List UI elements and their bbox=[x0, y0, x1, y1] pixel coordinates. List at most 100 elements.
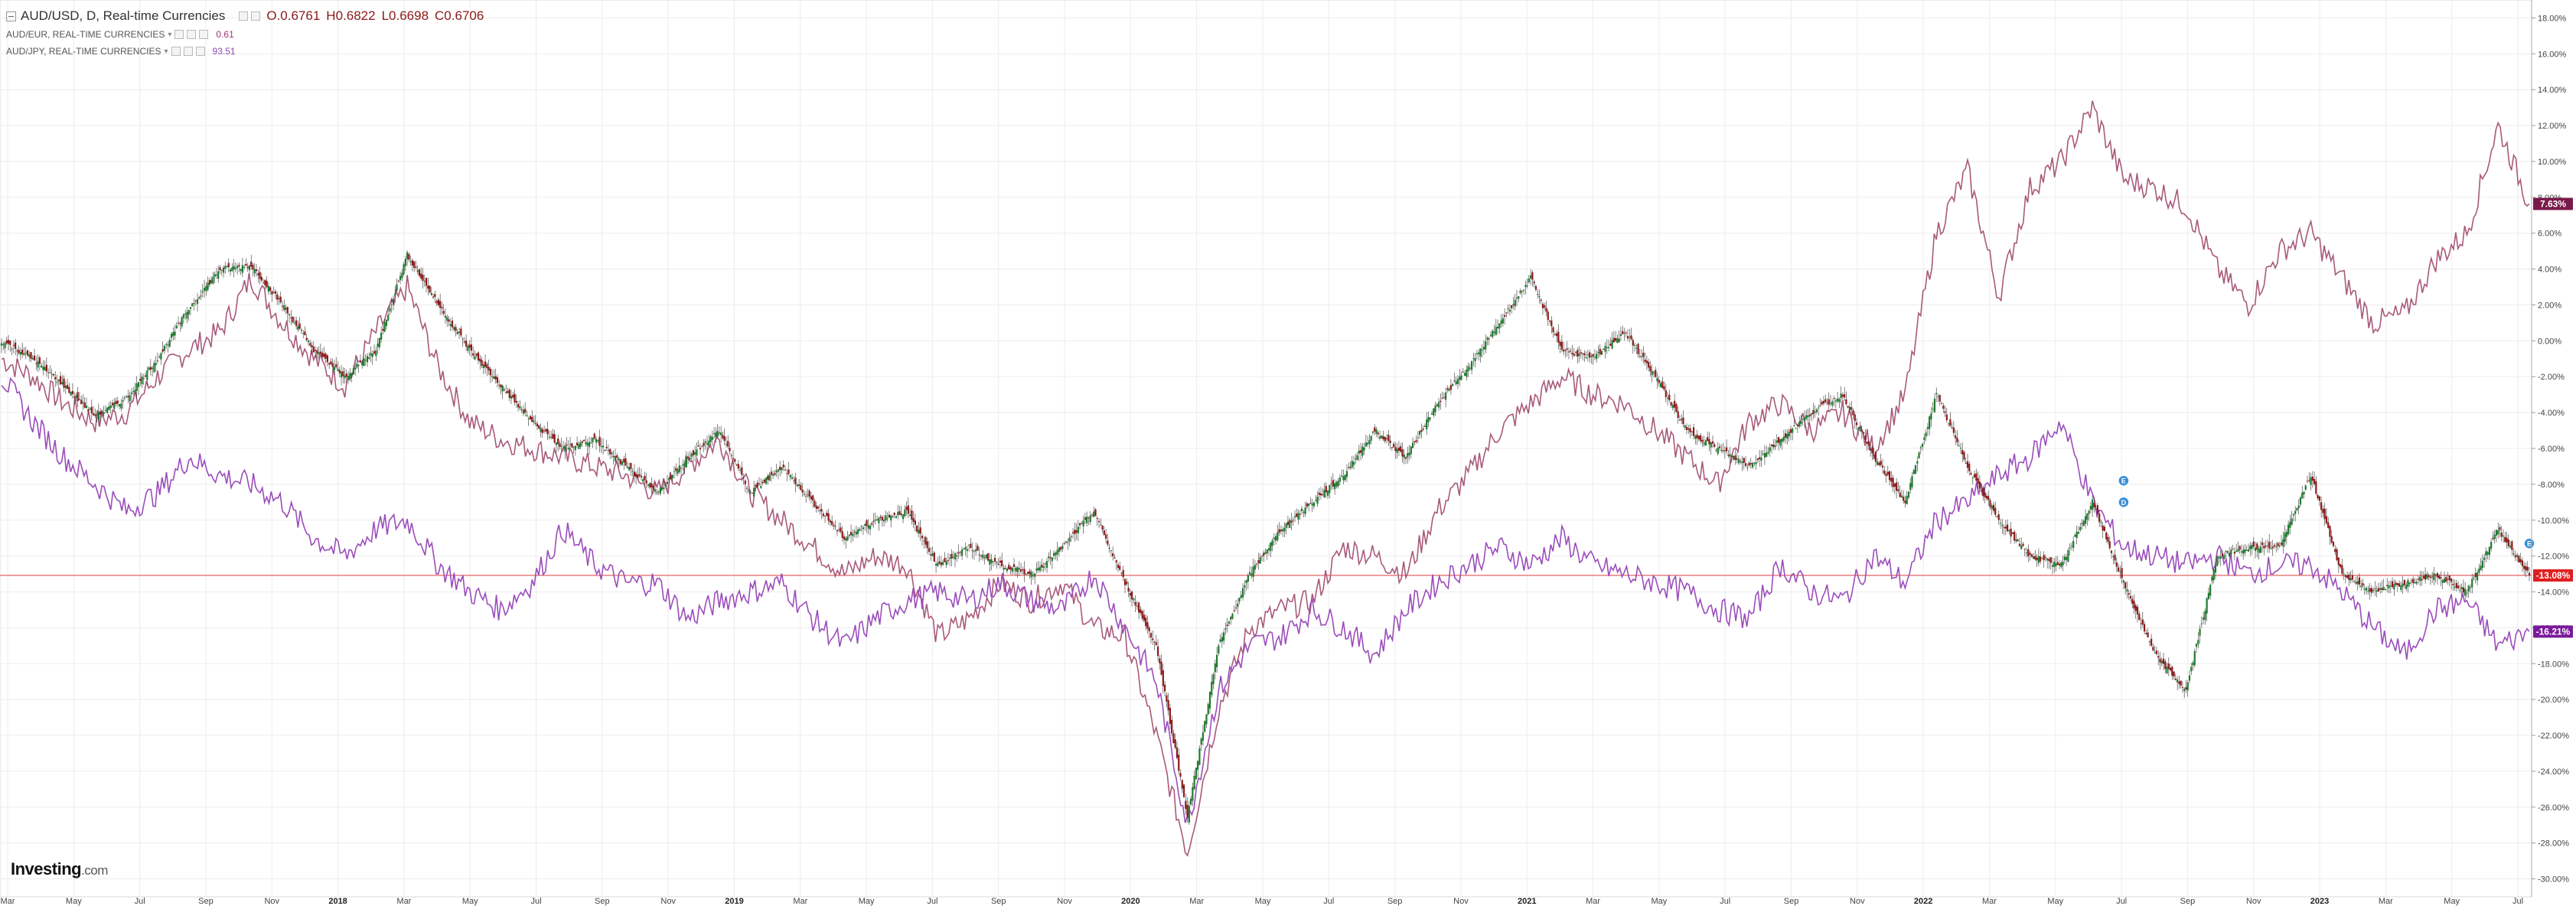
candle-body bbox=[1091, 514, 1094, 516]
x-tick-label: 2019 bbox=[725, 897, 743, 906]
candle-body bbox=[664, 484, 667, 487]
candle-body bbox=[989, 559, 991, 565]
candle-body bbox=[791, 477, 794, 480]
candle-body bbox=[2162, 658, 2165, 664]
candle-body bbox=[255, 269, 258, 272]
candle-body bbox=[1001, 560, 1003, 567]
candle-body bbox=[638, 474, 641, 476]
candle-body bbox=[2277, 543, 2279, 546]
candle-body bbox=[1182, 784, 1185, 797]
candle-body bbox=[56, 382, 58, 383]
candle-body bbox=[2046, 559, 2049, 561]
candle-body bbox=[1176, 747, 1179, 758]
candle-body bbox=[1382, 436, 1384, 440]
candle-body bbox=[775, 470, 778, 473]
candle-body bbox=[760, 486, 762, 488]
candle-body bbox=[2388, 585, 2390, 588]
x-tick-label: Sep bbox=[2180, 897, 2196, 906]
candle-body bbox=[61, 382, 64, 385]
candle-body bbox=[1720, 449, 1723, 451]
candle-body bbox=[2199, 628, 2201, 636]
candle-body bbox=[278, 298, 280, 299]
collapse-icon[interactable] bbox=[6, 11, 16, 21]
candle-body bbox=[1019, 569, 1022, 572]
candle-body bbox=[2407, 579, 2409, 587]
visibility-toggle-icon[interactable] bbox=[171, 47, 181, 56]
candle-body bbox=[595, 438, 598, 443]
candle-body bbox=[624, 458, 627, 466]
candle-body bbox=[1368, 440, 1371, 445]
candle-body bbox=[15, 342, 17, 349]
candle-body bbox=[723, 436, 726, 442]
candle-body bbox=[520, 409, 523, 411]
candle-body bbox=[999, 560, 1001, 563]
candle-body bbox=[1947, 423, 1950, 425]
candle-body bbox=[749, 491, 752, 493]
candle-body bbox=[1312, 502, 1316, 507]
candle-body bbox=[106, 407, 109, 413]
candle-body bbox=[1044, 563, 1046, 565]
visibility-toggle-icon[interactable] bbox=[174, 30, 184, 39]
candle-body bbox=[1381, 435, 1383, 438]
visibility-toggle-icon[interactable] bbox=[239, 11, 249, 21]
candle-body bbox=[449, 324, 452, 327]
candle-body bbox=[1192, 787, 1194, 801]
close-icon[interactable] bbox=[199, 30, 209, 39]
candle-body bbox=[937, 562, 939, 566]
candle-body bbox=[468, 344, 471, 348]
y-tick-label: -2.00% bbox=[2538, 373, 2565, 382]
candle-body bbox=[16, 350, 18, 352]
candle-body bbox=[126, 396, 128, 397]
settings-icon[interactable] bbox=[251, 11, 261, 21]
candle-body bbox=[187, 310, 190, 314]
candle-body bbox=[319, 351, 321, 354]
dropdown-caret-icon[interactable]: ▾ bbox=[164, 47, 168, 56]
settings-icon[interactable] bbox=[183, 47, 193, 56]
candle-body bbox=[1456, 379, 1459, 384]
candle-body bbox=[2518, 556, 2520, 562]
candle-body bbox=[245, 263, 247, 266]
candle-body bbox=[380, 332, 383, 340]
candle-body bbox=[1583, 353, 1586, 356]
candle-body bbox=[1374, 427, 1376, 432]
candle-body bbox=[512, 395, 514, 398]
candle-body bbox=[307, 341, 310, 343]
candle-body bbox=[2315, 481, 2317, 494]
candle-body bbox=[897, 512, 899, 516]
candle-body bbox=[578, 444, 580, 449]
candle-body bbox=[2115, 562, 2118, 567]
candle-body bbox=[2173, 671, 2175, 677]
x-tick-label: Mar bbox=[2379, 897, 2393, 906]
candle-body bbox=[2081, 523, 2083, 525]
candle-body bbox=[683, 463, 686, 467]
dropdown-caret-icon[interactable]: ▾ bbox=[168, 30, 172, 39]
legend-series2-row: AUD/JPY, REAL-TIME CURRENCIES ▾ 93.51 bbox=[6, 43, 484, 60]
candle-body bbox=[2275, 546, 2278, 548]
candle-body bbox=[515, 400, 517, 403]
candle-body bbox=[1854, 414, 1856, 422]
candle-body bbox=[1264, 552, 1267, 555]
candle-body bbox=[510, 396, 513, 399]
candle-body bbox=[1329, 484, 1331, 494]
candle-body bbox=[2202, 617, 2205, 620]
candle-body bbox=[2129, 596, 2132, 599]
candle-body bbox=[455, 327, 457, 331]
candle-body bbox=[508, 389, 510, 398]
candle-body bbox=[1521, 291, 1523, 292]
x-tick-label: May bbox=[2444, 897, 2460, 906]
candle-body bbox=[210, 279, 213, 284]
settings-icon[interactable] bbox=[187, 30, 197, 39]
candle-body bbox=[1571, 352, 1573, 355]
candle-body bbox=[2193, 651, 2196, 666]
candle-body bbox=[1633, 344, 1636, 347]
candle-body bbox=[1921, 444, 1924, 447]
candle-body bbox=[1400, 446, 1402, 452]
candle-body bbox=[2379, 588, 2382, 590]
candle-body bbox=[1557, 331, 1560, 343]
y-tick-label: 2.00% bbox=[2538, 301, 2561, 310]
close-icon[interactable] bbox=[195, 47, 205, 56]
candle-body bbox=[902, 514, 905, 520]
x-tick-label: Nov bbox=[660, 897, 676, 906]
candle-body bbox=[1821, 402, 1823, 405]
